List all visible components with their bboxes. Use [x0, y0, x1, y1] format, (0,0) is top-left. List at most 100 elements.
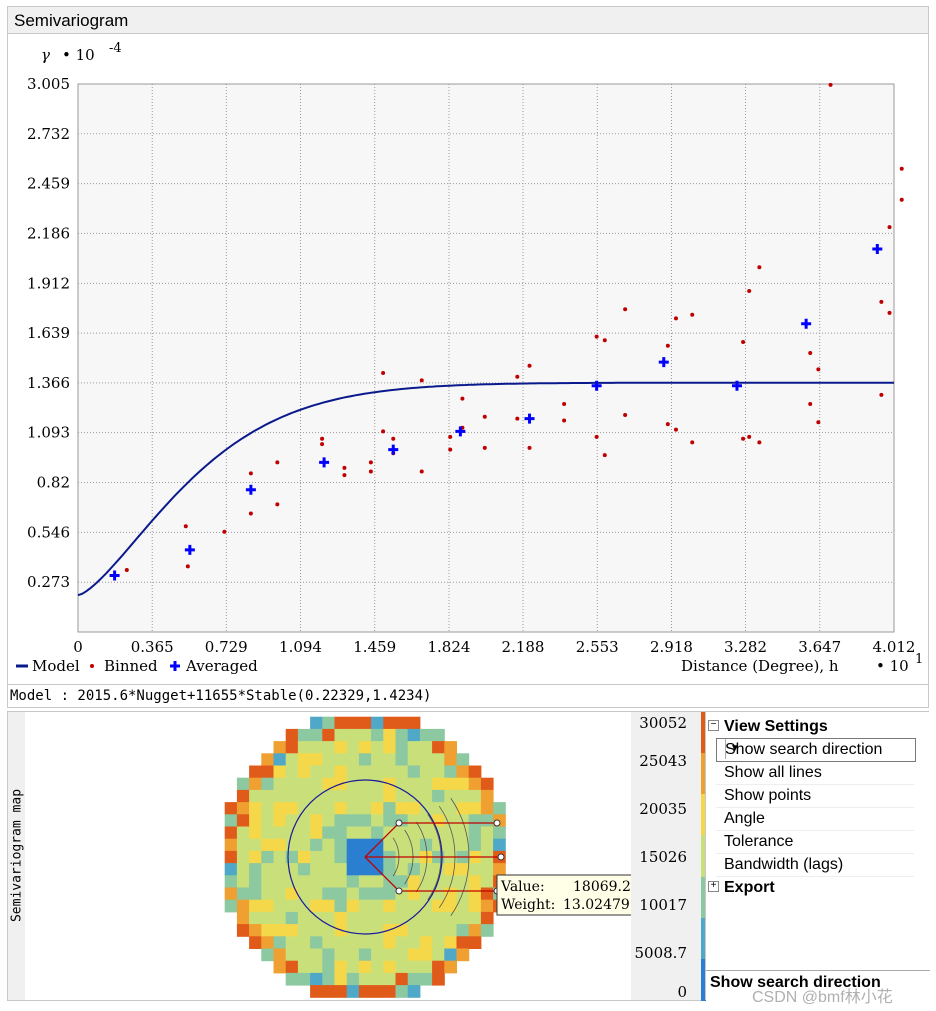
- binned-point: [879, 392, 884, 397]
- map-cell: [236, 777, 250, 791]
- map-cell: [310, 911, 323, 925]
- map-cell: [395, 802, 409, 815]
- map-cell: [358, 753, 372, 766]
- map-cell: [407, 936, 421, 949]
- chevron-down-icon[interactable]: ▼: [725, 739, 744, 759]
- map-cell: [371, 777, 384, 791]
- map-cell: [297, 911, 311, 925]
- binned-point: [419, 469, 424, 474]
- map-cell: [297, 789, 311, 803]
- map-cell: [395, 899, 409, 913]
- map-cell: [358, 826, 372, 840]
- binned-point: [391, 436, 396, 441]
- map-cell: [419, 741, 433, 754]
- map-cell: [358, 924, 372, 937]
- averaged-point: [455, 426, 466, 437]
- tooltip-value-label: Value:: [500, 879, 545, 895]
- legend-color-band: [701, 876, 707, 919]
- map-svg[interactable]: Value: 18069.21 Weight: 13.02479: [25, 712, 646, 1000]
- map-cell: [285, 887, 299, 901]
- map-cell: [249, 765, 262, 779]
- map-cell: [249, 838, 262, 852]
- export-header[interactable]: + Export: [706, 877, 930, 899]
- angle-row[interactable]: Angle: [716, 808, 914, 831]
- map-cell: [285, 728, 299, 742]
- map-cell: [456, 789, 470, 803]
- map-cell: [444, 936, 457, 949]
- map-cell: [249, 924, 262, 937]
- bandwidth-row[interactable]: Bandwidth (lags): [716, 854, 914, 877]
- map-cell: [322, 863, 335, 876]
- map-cell: [334, 838, 348, 852]
- map-side-label: Semivariogram map: [9, 712, 25, 1000]
- legend-color-band: [701, 712, 707, 755]
- settings-panel: − View Settings Show search direction ▼ …: [705, 712, 930, 1001]
- map-cell: [273, 838, 287, 852]
- map-cell: [358, 765, 372, 779]
- semivariogram-map[interactable]: Value: 18069.21 Weight: 13.02479: [25, 712, 646, 1000]
- map-cell: [432, 802, 445, 815]
- map-side-label-text: Semivariogram map: [9, 788, 25, 923]
- map-cell: [371, 814, 384, 827]
- map-cell: [419, 960, 433, 974]
- show-points-row[interactable]: Show points: [716, 785, 914, 808]
- map-cell: [383, 911, 396, 925]
- map-cell: [395, 728, 409, 742]
- map-cell: [261, 948, 274, 962]
- map-cell: [432, 863, 445, 876]
- map-cell: [407, 741, 421, 754]
- binned-point: [515, 416, 520, 421]
- map-cell: [310, 777, 323, 791]
- show-search-direction-select[interactable]: Show search direction ▼: [716, 738, 916, 762]
- map-cell: [468, 814, 482, 827]
- model-curve: [77, 381, 894, 597]
- map-cell: [249, 899, 262, 913]
- averaged-point: [109, 570, 120, 581]
- map-cell: [419, 802, 433, 815]
- map-cell: [358, 814, 372, 827]
- map-cell: [407, 875, 421, 888]
- tolerance-row[interactable]: Tolerance: [716, 831, 914, 854]
- map-cell: [273, 924, 287, 937]
- map-cell: [371, 972, 384, 986]
- y-tick-label: 2.732: [27, 125, 70, 143]
- map-cell: [407, 887, 421, 901]
- map-cell: [297, 875, 311, 888]
- map-cell: [358, 899, 372, 913]
- map-cell: [297, 863, 311, 876]
- map-cell: [322, 716, 335, 730]
- legend-color-band: [701, 917, 707, 960]
- map-cell: [346, 887, 360, 901]
- map-cell: [383, 863, 396, 876]
- binned-point: [747, 434, 752, 439]
- map-cell: [236, 838, 250, 852]
- map-cell: [273, 802, 287, 815]
- expand-icon[interactable]: +: [708, 881, 719, 892]
- map-cell: [395, 789, 409, 803]
- map-cell: [322, 924, 335, 937]
- map-cell: [358, 936, 372, 949]
- map-cell: [493, 863, 506, 876]
- averaged-point: [524, 413, 535, 424]
- map-cell: [249, 789, 262, 803]
- map-cell: [468, 863, 482, 876]
- map-cell: [346, 826, 360, 840]
- collapse-icon[interactable]: −: [708, 720, 719, 731]
- binned-point: [185, 564, 190, 569]
- legend-color-band: [701, 958, 707, 1001]
- map-cell: [322, 960, 335, 974]
- binned-point: [594, 434, 599, 439]
- map-cell: [456, 936, 470, 949]
- view-settings-header[interactable]: − View Settings: [706, 716, 930, 738]
- map-cell: [310, 765, 323, 779]
- map-cell: [346, 863, 360, 876]
- map-cell: [407, 777, 421, 791]
- map-cell: [273, 863, 287, 876]
- legend-color-band: [701, 794, 707, 837]
- show-all-lines-row[interactable]: Show all lines: [716, 762, 914, 785]
- map-cell: [432, 741, 445, 754]
- map-cell: [310, 985, 323, 998]
- map-cell: [407, 765, 421, 779]
- map-cell: [480, 899, 494, 913]
- map-cell: [480, 863, 494, 876]
